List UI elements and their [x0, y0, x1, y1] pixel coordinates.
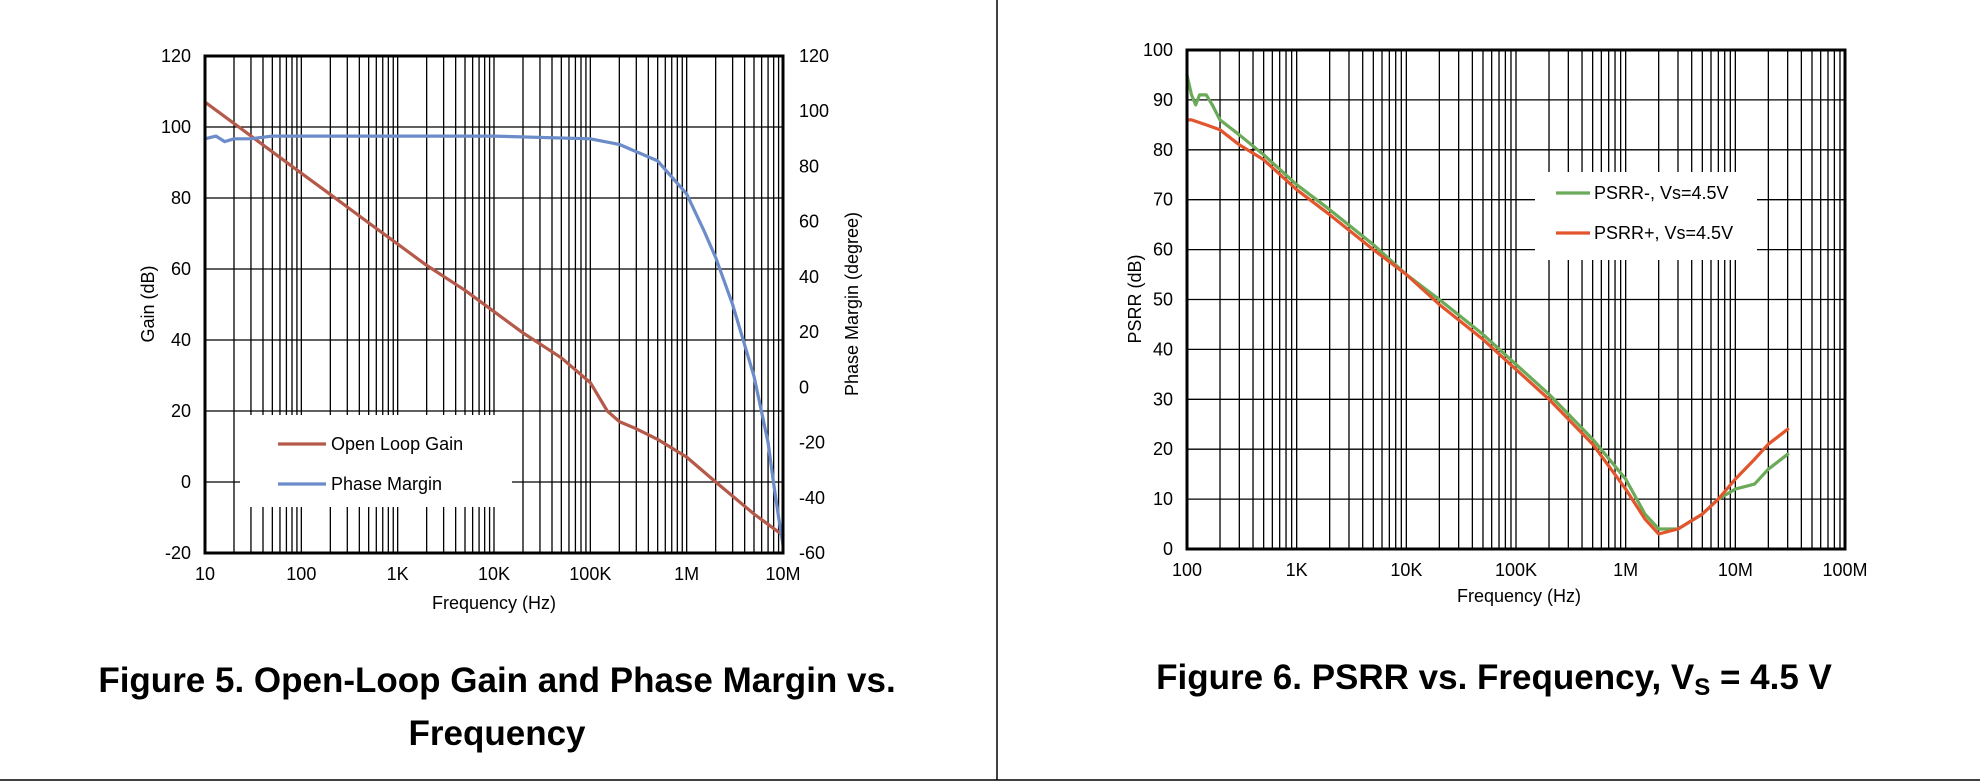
chart2-tick-labels: 100 1K 10K 100K 1M 10M 100M 0 10 20 30 40 50 60 70 80 90…: [1143, 40, 1868, 580]
chart2-series: [1185, 73, 1790, 536]
chart2-y-tick-label: 100: [1143, 40, 1173, 60]
legend-label-phase-margin: Phase Margin: [331, 474, 442, 494]
legend-label-psrr-minus: PSRR-, Vs=4.5V: [1594, 183, 1729, 203]
chart2-y-tick-label: 70: [1153, 190, 1173, 210]
figure6-caption: Figure 6. PSRR vs. Frequency, VS = 4.5 V: [1156, 658, 1832, 701]
chart2-y-tick-label: 60: [1153, 240, 1173, 260]
chart1-y2-tick-label: 40: [799, 267, 819, 287]
chart2-y-tick-label: 40: [1153, 339, 1173, 359]
chart2-x-tick-label: 100K: [1495, 560, 1537, 580]
chart1-y2-tick-label: 80: [799, 156, 819, 176]
chart2-x-tick-label: 10K: [1390, 560, 1422, 580]
chart2-grid: [1186, 49, 1845, 550]
chart1-x-tick-label: 1K: [387, 564, 409, 584]
chart2-x-tick-label: 1M: [1613, 560, 1638, 580]
figure6-caption-subscript: S: [1694, 674, 1710, 701]
chart1-y-tick-label: 0: [181, 472, 191, 492]
chart2-legend-box: [1535, 172, 1757, 260]
chart1-y-tick-label: 20: [171, 401, 191, 421]
chart1-x-axis-label: Frequency (Hz): [432, 593, 556, 613]
chart1-y-tick-label: 40: [171, 330, 191, 350]
series-line-psrr-vs-4-5v: [1185, 118, 1790, 536]
chart2-plot-frame: [1185, 48, 1847, 551]
chart1-tick-labels: 10 100 1K 10K 100K 1M 10M -20 0 20 40 60 80 100 120 -60…: [161, 46, 829, 584]
series-line-psrr-vs-4-5v: [1185, 73, 1790, 531]
chart2-y-tick-label: 80: [1153, 140, 1173, 160]
chart1-plot-frame: [203, 54, 785, 555]
series-line-phase-margin: [203, 134, 785, 547]
chart1-x-tick-label: 100K: [569, 564, 611, 584]
figure5-caption-line1: Figure 5. Open-Loop Gain and Phase Margi…: [98, 661, 895, 700]
figure6-caption-main: Figure 6. PSRR vs. Frequency, V: [1156, 658, 1695, 697]
chart1-x-tick-label: 10: [195, 564, 215, 584]
chart1-x-tick-label: 1M: [674, 564, 699, 584]
figure6-caption-tail: = 4.5 V: [1710, 658, 1832, 697]
figure5-caption-line2: Frequency: [409, 714, 587, 753]
chart1-y2-tick-label: 20: [799, 322, 819, 342]
chart1-y2-tick-label: 100: [799, 101, 829, 121]
chart1-y2-tick-label: 0: [799, 377, 809, 397]
chart2-y-tick-label: 50: [1153, 290, 1173, 310]
chart2-y-tick-label: 90: [1153, 90, 1173, 110]
chart1-y-axis-label: Gain (dB): [138, 265, 158, 342]
chart1-y2-tick-label: -60: [799, 543, 825, 563]
chart2-y-tick-label: 20: [1153, 439, 1173, 459]
psrr-chart: PSRR-, Vs=4.5V PSRR+, Vs=4.5V 100 1K 10K 10…: [1125, 40, 1868, 701]
chart1-y-tick-label: 60: [171, 259, 191, 279]
chart1-legend-box: [240, 415, 512, 507]
chart1-y2-tick-label: 60: [799, 212, 819, 232]
chart1-y2-tick-label: -20: [799, 433, 825, 453]
chart1-x-tick-label: 10M: [765, 564, 800, 584]
chart1-y-tick-label: -20: [165, 543, 191, 563]
chart2-x-tick-label: 100M: [1822, 560, 1867, 580]
chart2-x-tick-label: 100: [1172, 560, 1202, 580]
chart1-y2-tick-label: 120: [799, 46, 829, 66]
chart1-y2-tick-label: -40: [799, 488, 825, 508]
chart1-legend: Open Loop Gain Phase Margin: [240, 415, 512, 507]
chart2-legend: PSRR-, Vs=4.5V PSRR+, Vs=4.5V: [1535, 172, 1757, 260]
chart1-x-tick-label: 100: [286, 564, 316, 584]
chart2-y-tick-label: 10: [1153, 489, 1173, 509]
open-loop-gain-chart: Open Loop Gain Phase Margin 10 100 1K 10K 10…: [98, 46, 895, 753]
chart2-x-tick-label: 10M: [1718, 560, 1753, 580]
chart1-y-tick-label: 120: [161, 46, 191, 66]
chart1-series: [203, 100, 785, 547]
chart1-y-tick-label: 100: [161, 117, 191, 137]
chart2-y-tick-label: 0: [1163, 539, 1173, 559]
legend-label-open-loop-gain: Open Loop Gain: [331, 434, 463, 454]
chart2-y-tick-label: 30: [1153, 389, 1173, 409]
chart2-x-axis-label: Frequency (Hz): [1457, 586, 1581, 606]
chart2-y-axis-label: PSRR (dB): [1125, 254, 1145, 343]
legend-label-psrr-plus: PSRR+, Vs=4.5V: [1594, 223, 1733, 243]
chart1-y-tick-label: 80: [171, 188, 191, 208]
series-line-open-loop-gain: [203, 100, 785, 537]
chart1-y2-axis-label: Phase Margin (degree): [842, 212, 862, 396]
chart1-x-tick-label: 10K: [478, 564, 510, 584]
chart2-x-tick-label: 1K: [1286, 560, 1308, 580]
